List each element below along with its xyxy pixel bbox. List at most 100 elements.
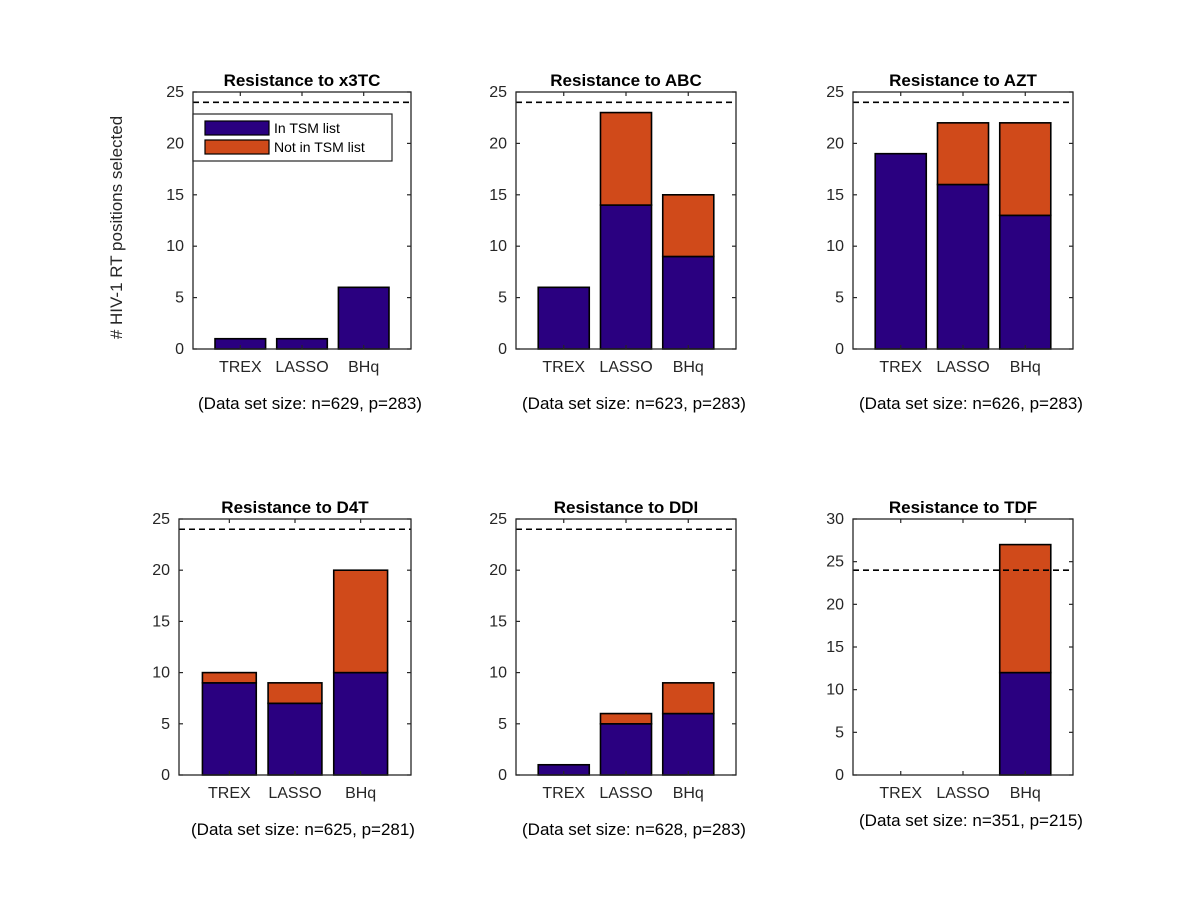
panel-title: Resistance to AZT — [889, 71, 1037, 90]
dataset-size-caption: (Data set size: n=351, p=215) — [859, 811, 1083, 830]
legend-label-not-in-tsm: Not in TSM list — [274, 139, 365, 155]
chart-panel-4: 0 5 10 15 20 25 TREX LASSO BHq Resistance to D4T (… — [152, 498, 415, 839]
x-tick-label-trex: TREX — [542, 359, 585, 376]
bar-in-tsm-bhq — [998, 671, 1052, 776]
y-tick-label: 15 — [826, 187, 844, 204]
y-tick-label: 25 — [489, 511, 507, 528]
x-tick-label-trex: TREX — [879, 785, 922, 802]
y-tick-label: 15 — [489, 187, 507, 204]
bar-not-in-tsm-bhq — [661, 194, 715, 258]
bar-not-in-tsm-bhq — [998, 122, 1052, 217]
panel-title: Resistance to ABC — [550, 71, 701, 90]
y-tick-label: 0 — [498, 341, 507, 358]
dataset-size-caption: (Data set size: n=629, p=283) — [198, 394, 422, 413]
x-tick-label-bhq: BHq — [673, 359, 704, 376]
x-tick-label-lasso: LASSO — [599, 359, 652, 376]
y-tick-label: 5 — [835, 290, 844, 307]
x-tick-label-bhq: BHq — [673, 785, 704, 802]
bar-not-in-tsm-trex — [201, 671, 258, 684]
bar-not-in-tsm-bhq — [661, 682, 715, 715]
legend-swatch-in-tsm — [204, 120, 270, 136]
dataset-size-caption: (Data set size: n=623, p=283) — [522, 394, 746, 413]
dataset-size-caption: (Data set size: n=628, p=283) — [522, 820, 746, 839]
panel-title: Resistance to TDF — [889, 498, 1037, 517]
x-tick-label-lasso: LASSO — [936, 359, 989, 376]
y-tick-label: 15 — [166, 187, 184, 204]
x-tick-label-trex: TREX — [542, 785, 585, 802]
y-tick-label: 0 — [175, 341, 184, 358]
y-tick-label: 25 — [152, 511, 170, 528]
bar-not-in-tsm-lasso — [267, 682, 323, 705]
y-tick-label: 20 — [489, 135, 507, 152]
y-tick-label: 0 — [835, 767, 844, 784]
bar-in-tsm-bhq — [998, 214, 1052, 350]
x-tick-label-bhq: BHq — [348, 359, 379, 376]
y-tick-label: 10 — [489, 238, 507, 255]
x-tick-label-lasso: LASSO — [275, 359, 328, 376]
x-tick-label-lasso: LASSO — [268, 785, 321, 802]
bar-not-in-tsm-lasso — [599, 712, 653, 725]
y-tick-label: 15 — [152, 613, 170, 630]
y-tick-label: 10 — [826, 682, 844, 699]
y-tick-label: 10 — [152, 665, 170, 682]
x-tick-label-trex: TREX — [219, 359, 262, 376]
bar-in-tsm-lasso — [936, 183, 990, 350]
chart-panel-2: 0 5 10 15 20 25 TREX LASSO BHq Resistance to ABC (… — [489, 71, 746, 413]
x-tick-label-bhq: BHq — [1010, 785, 1041, 802]
y-tick-label: 5 — [498, 290, 507, 307]
bar-in-tsm-lasso — [599, 204, 653, 350]
x-tick-label-lasso: LASSO — [936, 785, 989, 802]
bar-in-tsm-bhq — [661, 255, 715, 350]
legend: In TSM list Not in TSM list — [192, 113, 393, 162]
y-tick-label: 20 — [166, 135, 184, 152]
legend-swatch-not-in-tsm — [204, 139, 270, 155]
legend-label-in-tsm: In TSM list — [274, 120, 340, 136]
x-tick-label-trex: TREX — [879, 359, 922, 376]
y-tick-label: 5 — [835, 724, 844, 741]
bar-in-tsm-lasso — [267, 702, 323, 776]
y-tick-label: 15 — [826, 639, 844, 656]
y-tick-label: 20 — [826, 135, 844, 152]
y-tick-label: 25 — [489, 84, 507, 101]
dataset-size-caption: (Data set size: n=625, p=281) — [191, 820, 415, 839]
y-tick-label: 20 — [826, 596, 844, 613]
x-tick-label-trex: TREX — [208, 785, 251, 802]
bar-not-in-tsm-bhq — [332, 569, 389, 674]
bar-not-in-tsm-lasso — [599, 111, 653, 206]
y-axis-label: # HIV-1 RT positions selected — [107, 116, 126, 339]
y-tick-label: 25 — [166, 84, 184, 101]
bar-in-tsm-lasso — [599, 722, 653, 776]
y-tick-label: 25 — [826, 554, 844, 571]
bar-in-tsm-trex — [201, 682, 258, 776]
y-tick-label: 5 — [175, 290, 184, 307]
x-tick-label-bhq: BHq — [345, 785, 376, 802]
y-tick-label: 10 — [166, 238, 184, 255]
bar-not-in-tsm-bhq — [998, 543, 1052, 674]
y-tick-label: 15 — [489, 613, 507, 630]
x-tick-label-lasso: LASSO — [599, 785, 652, 802]
y-tick-label: 5 — [161, 716, 170, 733]
chart-panel-6: 0 5 10 15 20 25 30 TREX LASSO BHq Resistance to TD… — [826, 498, 1083, 830]
y-tick-label: 10 — [826, 238, 844, 255]
bar-in-tsm-bhq — [332, 671, 389, 776]
chart-panel-3: 0 5 10 15 20 25 TREX LASSO BHq Resistance to AZT (… — [826, 71, 1083, 413]
y-tick-label: 20 — [489, 562, 507, 579]
bar-in-tsm-trex — [874, 152, 928, 350]
y-tick-label: 25 — [826, 84, 844, 101]
y-tick-label: 10 — [489, 665, 507, 682]
y-tick-label: 0 — [835, 341, 844, 358]
bar-in-tsm-trex — [537, 286, 591, 350]
y-tick-label: 20 — [152, 562, 170, 579]
panel-title: Resistance to DDI — [554, 498, 699, 517]
y-tick-label: 30 — [826, 511, 844, 528]
y-tick-label: 0 — [161, 767, 170, 784]
y-tick-label: 0 — [498, 767, 507, 784]
panel-title: Resistance to x3TC — [224, 71, 381, 90]
y-tick-label: 5 — [498, 716, 507, 733]
chart-panel-5: 0 5 10 15 20 25 TREX LASSO BHq Resistance to DDI (… — [489, 498, 746, 839]
bar-not-in-tsm-lasso — [936, 122, 990, 186]
panel-title: Resistance to D4T — [221, 498, 369, 517]
bar-in-tsm-bhq — [661, 712, 715, 776]
dataset-size-caption: (Data set size: n=626, p=283) — [859, 394, 1083, 413]
